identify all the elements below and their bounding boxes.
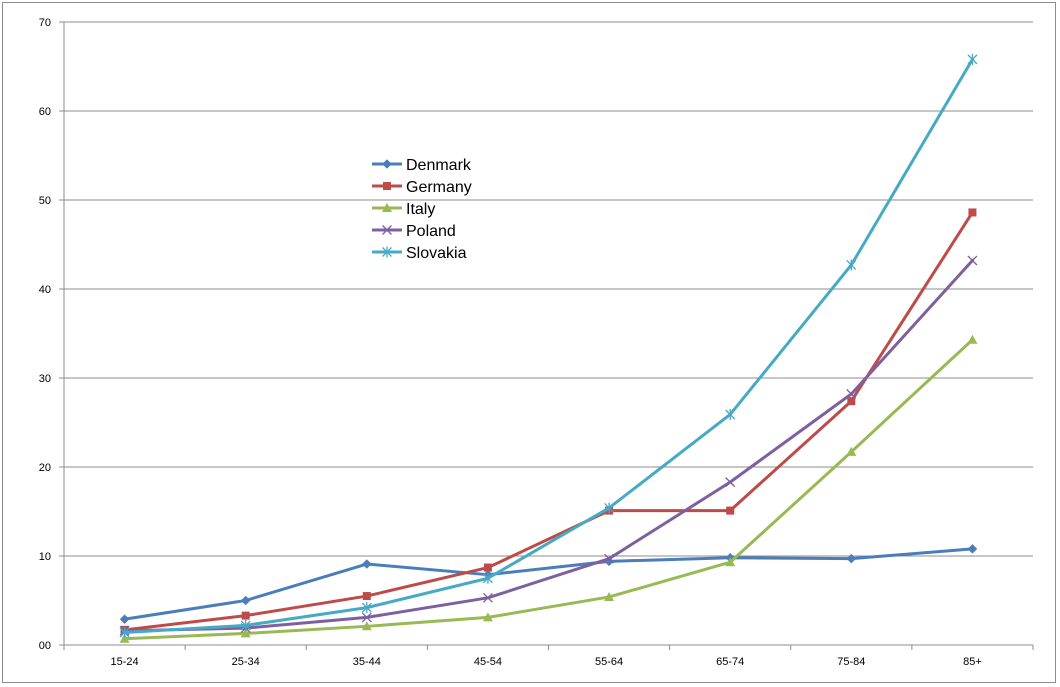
y-tick-label: 50 xyxy=(39,195,51,207)
legend-marker xyxy=(382,203,392,212)
data-point-denmark xyxy=(361,559,372,569)
data-point-denmark xyxy=(119,614,130,625)
series-line-denmark xyxy=(123,547,974,621)
y-tick-label: 40 xyxy=(39,284,51,296)
legend-item-germany: Germany xyxy=(372,179,472,196)
data-point-slovakia xyxy=(240,619,251,631)
data-point-poland xyxy=(361,612,372,623)
data-point-germany xyxy=(483,563,492,572)
series-line-italy xyxy=(123,338,974,641)
data-point-denmark xyxy=(967,544,978,554)
x-tick-label: 85+ xyxy=(963,656,982,668)
data-point-italy xyxy=(361,621,372,631)
legend-marker xyxy=(383,182,391,190)
series-line-germany xyxy=(123,210,974,632)
data-point-slovakia xyxy=(604,502,615,514)
y-tick-label: 20 xyxy=(39,462,51,474)
series-slovakia xyxy=(119,53,978,639)
data-point-poland xyxy=(967,255,978,266)
data-point-germany xyxy=(362,592,371,601)
y-tick-label: 00 xyxy=(39,640,51,652)
series-poland xyxy=(119,255,978,636)
data-point-italy xyxy=(482,612,493,622)
legend-label: Slovakia xyxy=(406,245,467,262)
data-point-poland xyxy=(846,389,857,399)
series-line-poland xyxy=(123,259,974,633)
series-germany xyxy=(120,208,977,634)
data-point-slovakia xyxy=(846,259,857,271)
x-tick-label: 35-44 xyxy=(353,656,381,668)
data-point-slovakia xyxy=(361,602,372,614)
x-tick-label: 25-34 xyxy=(232,656,260,668)
data-point-slovakia xyxy=(967,53,978,65)
data-point-italy xyxy=(967,334,978,344)
series-italy xyxy=(119,334,978,643)
series-line-slovakia xyxy=(123,57,974,635)
legend-item-poland: Poland xyxy=(372,223,456,240)
legend-label: Germany xyxy=(406,179,472,196)
data-point-denmark xyxy=(240,595,251,606)
x-tick-label: 75-84 xyxy=(837,656,865,668)
legend-marker xyxy=(382,225,392,235)
legend-label: Denmark xyxy=(406,157,472,174)
data-point-poland xyxy=(604,553,615,564)
legend-item-italy: Italy xyxy=(372,201,435,218)
y-tick-label: 30 xyxy=(39,373,51,385)
legend-marker xyxy=(382,246,392,258)
data-point-italy xyxy=(240,628,251,638)
data-point-germany xyxy=(241,611,250,620)
data-point-slovakia xyxy=(482,572,493,584)
data-point-poland xyxy=(725,477,736,488)
data-point-germany xyxy=(726,506,735,515)
x-tick-label: 45-54 xyxy=(474,656,502,668)
data-point-italy xyxy=(846,446,857,456)
data-point-italy xyxy=(119,633,130,643)
legend-label: Poland xyxy=(406,223,456,240)
data-point-germany xyxy=(847,397,856,406)
data-point-italy xyxy=(604,591,615,601)
y-tick-label: 10 xyxy=(39,551,51,563)
legend-item-slovakia: Slovakia xyxy=(372,245,467,262)
legend-label: Italy xyxy=(406,201,435,218)
data-point-slovakia xyxy=(725,408,736,420)
y-tick-label: 70 xyxy=(39,17,51,29)
legend-item-denmark: Denmark xyxy=(372,157,472,174)
x-tick-label: 15-24 xyxy=(110,656,138,668)
legend-marker xyxy=(382,159,392,169)
data-point-italy xyxy=(725,557,736,567)
y-tick-label: 60 xyxy=(39,106,51,118)
data-point-poland xyxy=(482,592,493,603)
x-tick-label: 65-74 xyxy=(716,656,744,668)
data-point-denmark xyxy=(846,553,857,564)
data-point-slovakia xyxy=(119,627,130,639)
x-tick-label: 55-64 xyxy=(595,656,623,668)
data-point-germany xyxy=(968,208,977,217)
